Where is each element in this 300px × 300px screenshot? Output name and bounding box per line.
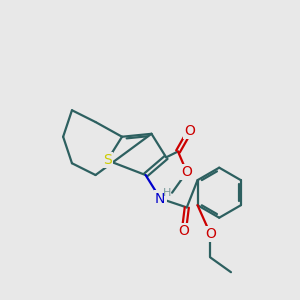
Text: O: O (178, 224, 189, 238)
Text: S: S (103, 153, 112, 167)
Text: O: O (205, 227, 216, 241)
Text: H: H (163, 188, 171, 198)
Text: O: O (184, 124, 195, 138)
Text: O: O (182, 165, 192, 179)
Text: N: N (155, 192, 166, 206)
